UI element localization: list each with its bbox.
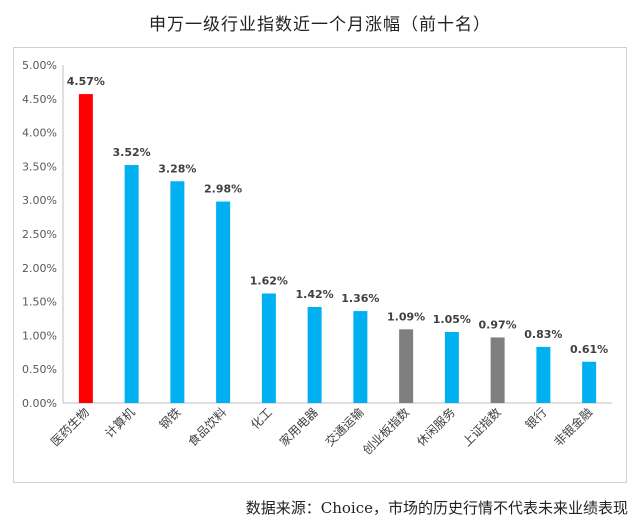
bar	[399, 329, 414, 403]
x-tick-label: 化工	[248, 405, 275, 432]
bar	[444, 332, 459, 403]
y-tick-label: 0.50%	[22, 363, 57, 376]
value-label: 1.05%	[433, 313, 471, 326]
bar	[582, 361, 597, 403]
bar	[307, 307, 322, 403]
x-tick-label: 食品饮料	[185, 405, 230, 450]
x-tick-label: 计算机	[102, 405, 138, 441]
y-tick-label: 1.50%	[22, 296, 57, 309]
x-tick-label: 医药生物	[48, 405, 92, 449]
x-tick-label: 创业板指数	[359, 405, 412, 458]
x-tick-label: 上证指数	[459, 405, 504, 450]
bar	[216, 201, 231, 403]
value-label: 0.83%	[524, 328, 562, 341]
x-tick-label: 非银金融	[551, 405, 596, 450]
value-label: 0.61%	[570, 343, 608, 356]
bars	[78, 94, 597, 404]
value-labels: 4.57% 3.52% 3.28% 2.98% 1.62% 1.42% 1.36% 1.09%…	[67, 75, 608, 356]
bar	[261, 293, 276, 403]
bar	[170, 181, 185, 403]
y-tick-label: 1.00%	[22, 329, 57, 342]
y-tick-label: 0.00%	[22, 397, 57, 410]
bar	[490, 337, 505, 403]
value-label: 2.98%	[204, 183, 242, 196]
chart-title: 申万一级行业指数近一个月涨幅（前十名）	[149, 15, 491, 35]
y-tick-label: 3.00%	[22, 194, 57, 207]
x-tick-label: 家用电器	[276, 405, 321, 450]
y-tick-label: 3.50%	[22, 160, 57, 173]
x-tick-label: 休闲服务	[413, 405, 458, 450]
value-label: 3.52%	[113, 146, 151, 159]
value-label: 0.97%	[479, 318, 517, 331]
bar	[536, 346, 551, 403]
bar	[78, 94, 93, 404]
x-tick-label: 交通运输	[322, 405, 367, 450]
x-tick-label: 银行	[523, 405, 550, 432]
bar	[353, 311, 368, 403]
value-label: 1.36%	[341, 292, 379, 305]
source-note: 数据来源：Choice，市场的历史行情不代表未来业绩表现	[245, 499, 628, 517]
value-label: 1.42%	[296, 288, 334, 301]
y-tick-label: 2.00%	[22, 262, 57, 275]
axes	[62, 65, 612, 404]
value-label: 1.62%	[250, 274, 288, 287]
y-tick-labels: 0.00% 0.50% 1.00% 1.50% 2.00% 2.50% 3.00% 3.50%…	[22, 59, 57, 410]
x-tick-label: 钢铁	[157, 405, 184, 432]
y-tick-label: 4.00%	[22, 127, 57, 140]
y-tick-label: 5.00%	[22, 59, 57, 72]
value-label: 3.28%	[158, 162, 196, 175]
value-label: 1.09%	[387, 310, 425, 323]
value-label: 4.57%	[67, 75, 105, 88]
y-tick-label: 2.50%	[22, 228, 57, 241]
bar	[124, 165, 139, 403]
chart-frame	[13, 47, 627, 483]
y-tick-label: 4.50%	[22, 93, 57, 106]
